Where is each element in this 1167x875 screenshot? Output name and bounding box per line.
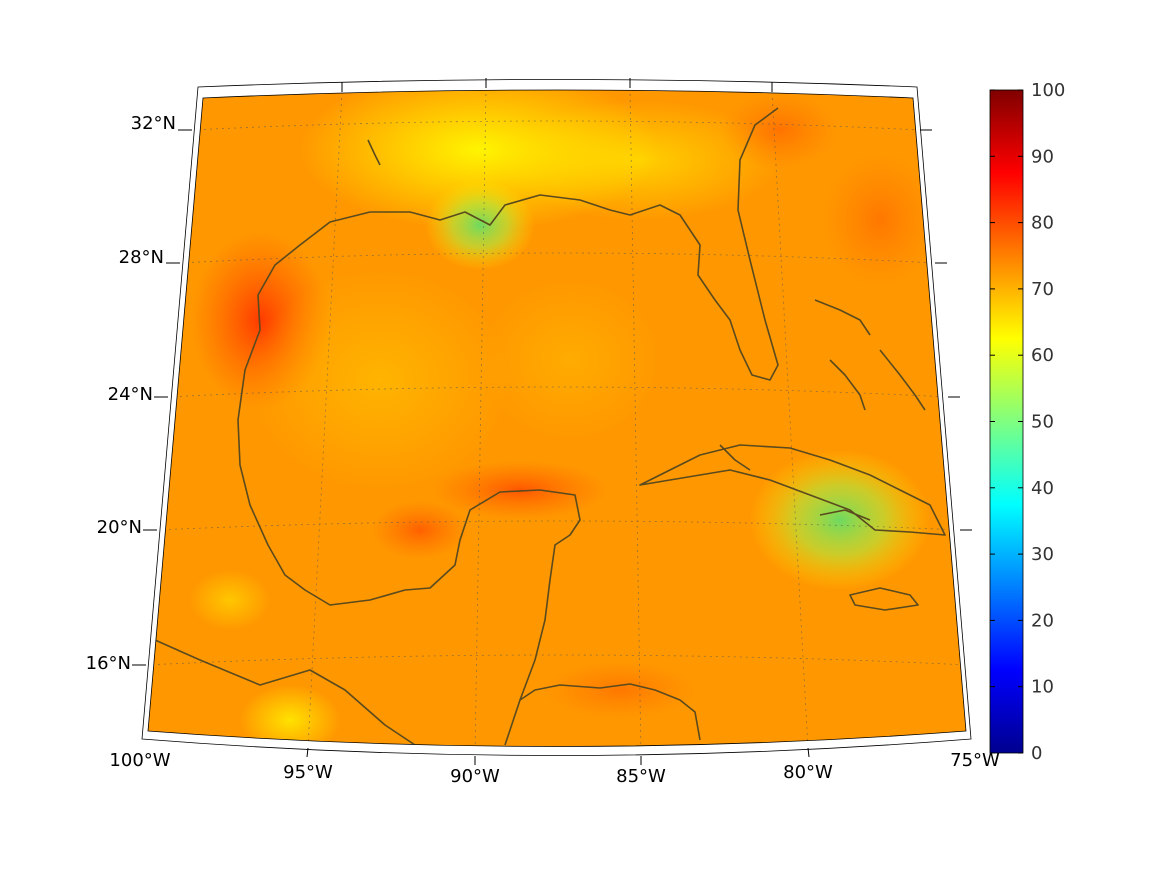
colorbar-label-40: 40 [1031, 478, 1054, 499]
lat-label-24n: 24°N [108, 384, 153, 405]
colorbar-label-30: 30 [1031, 544, 1054, 565]
lon-label-100w: 100°W [109, 750, 170, 771]
colorbar-label-20: 20 [1031, 610, 1054, 631]
lon-label-90w: 90°W [450, 766, 500, 787]
colorbar-label-80: 80 [1031, 213, 1054, 234]
colorbar-label-70: 70 [1031, 279, 1054, 300]
lon-label-80w: 80°W [783, 762, 833, 783]
coastline [154, 107, 946, 746]
lon-label-85w: 85°W [616, 766, 666, 787]
lon-label-75w: 75°W [950, 750, 1000, 771]
longitude-labels: 100°W 95°W 90°W 85°W 80°W 75°W [109, 750, 1000, 787]
map-frame [141, 79, 972, 756]
lat-label-20n: 20°N [97, 517, 142, 538]
lat-label-16n: 16°N [86, 653, 131, 674]
colorbar-label-10: 10 [1031, 677, 1054, 698]
latitude-labels: 32°N 28°N 24°N 20°N 16°N [86, 113, 176, 674]
lat-label-28n: 28°N [119, 247, 164, 268]
graticule [148, 90, 966, 747]
colorbar-label-90: 90 [1031, 146, 1054, 167]
lat-label-32n: 32°N [131, 113, 176, 134]
lon-label-95w: 95°W [283, 762, 333, 783]
colorbar-ticks [990, 89, 1023, 754]
data-field [148, 90, 966, 747]
colorbar-label-50: 50 [1031, 412, 1054, 433]
colorbar-label-60: 60 [1031, 345, 1054, 366]
colorbar-label-100: 100 [1031, 80, 1065, 101]
colorbar-label-0: 0 [1031, 743, 1042, 764]
frame-ticks [132, 78, 972, 765]
